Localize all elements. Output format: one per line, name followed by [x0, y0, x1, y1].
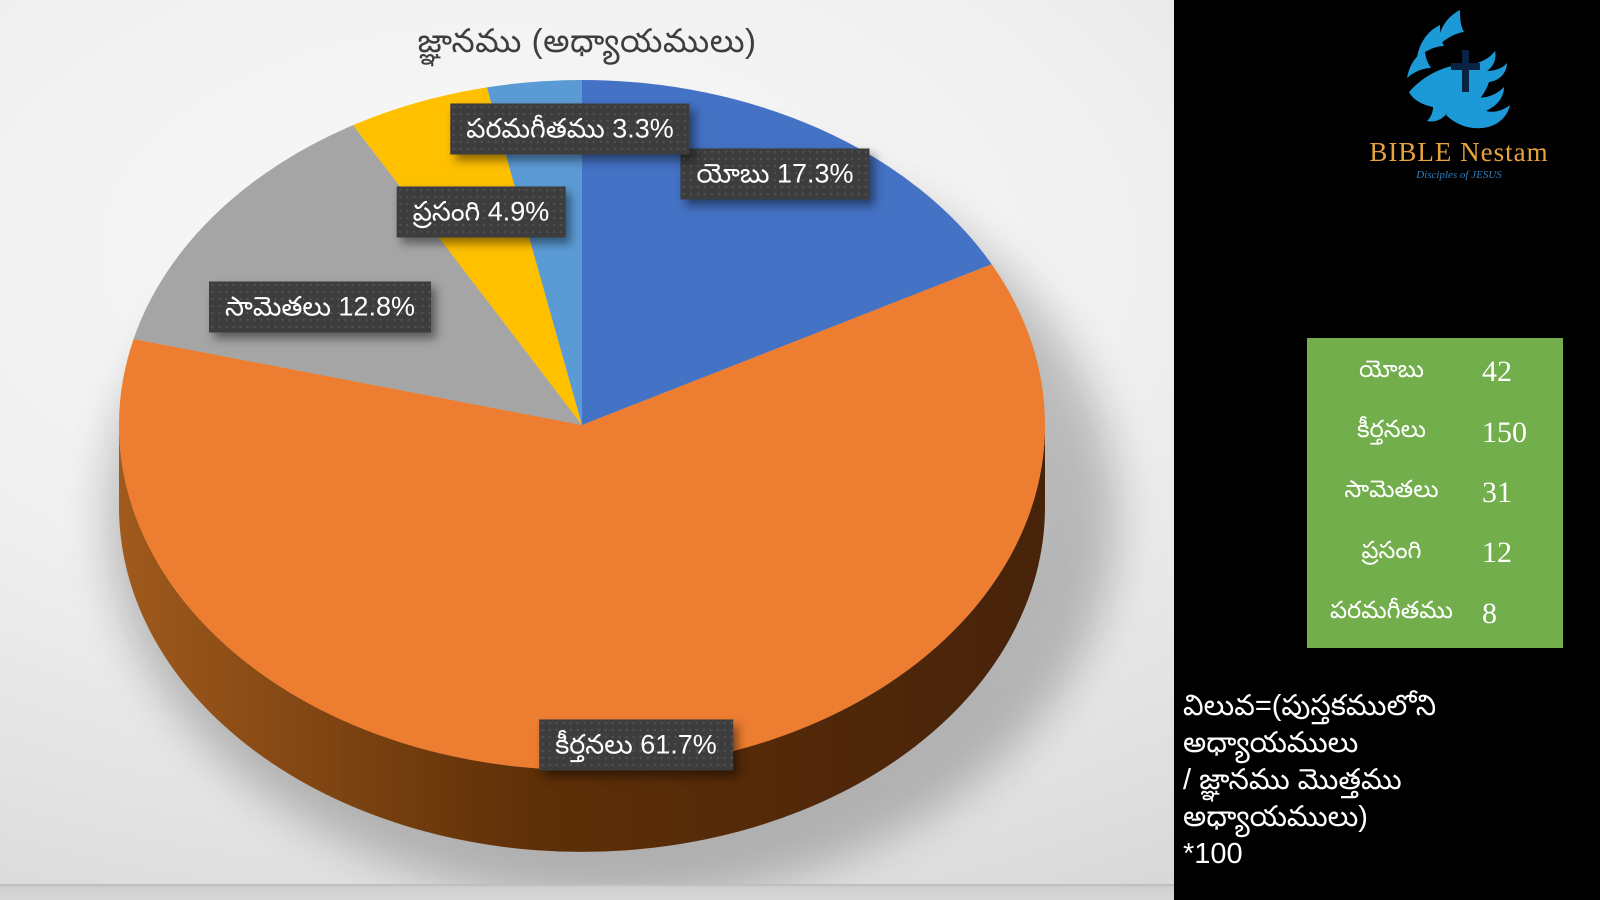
- pie-rim: [119, 425, 1045, 852]
- book-name-cell: కీర్తనలు: [1357, 416, 1426, 444]
- sidebar: BIBLE Nestam Disciples of JESUS యోబు 42 కీ…: [1174, 0, 1600, 900]
- logo-title: BIBLE Nestam: [1369, 137, 1549, 167]
- formula-note: విలువ=(పుస్తకములోని అధ్యాయములు / జ్ఞానము…: [1183, 690, 1437, 871]
- table-row: సామెతలు 31: [1307, 476, 1563, 510]
- hand-icon: [1446, 87, 1510, 129]
- table-row: పరమగీతము 8: [1307, 597, 1563, 631]
- table-row: యోబు 42: [1307, 355, 1563, 389]
- logo-subtitle: Disciples of JESUS: [1416, 169, 1502, 181]
- pie-data-label: పరమగీతము 3.3%: [450, 103, 690, 155]
- pie-slice-4: [353, 87, 582, 425]
- chapter-count-table: యోబు 42 కీర్తనలు 150 సామెతలు 31 ప్రసంగి 12 పరమగీ…: [1307, 338, 1563, 648]
- chart-area: జ్ఞానము (అధ్యాయములు) యోబు 17.3% కీర్తనలు …: [0, 0, 1174, 900]
- chart-title: జ్ఞానము (అధ్యాయములు): [417, 22, 757, 59]
- chapter-count-cell: 8: [1481, 596, 1497, 630]
- pie-slice-5: [486, 80, 582, 425]
- pie-data-label: కీర్తనలు 61.7%: [539, 719, 733, 771]
- book-name-cell: ప్రసంగి: [1361, 536, 1422, 564]
- pie-data-label: సామెతలు 12.8%: [209, 281, 431, 333]
- table-row: ప్రసంగి 12: [1307, 536, 1563, 570]
- chapter-count-cell: 31: [1481, 475, 1512, 509]
- pie-slice-2: [118, 264, 1046, 771]
- book-name-cell: సామెతలు: [1344, 476, 1439, 504]
- table-row: కీర్తనలు 150: [1307, 416, 1563, 450]
- dove-logo-icon: [1407, 10, 1510, 129]
- pie-slice-3: [133, 125, 583, 425]
- chapter-count-cell: 12: [1481, 536, 1512, 570]
- book-name-cell: యోబు: [1359, 355, 1424, 383]
- book-name-cell: పరమగీతము: [1329, 597, 1453, 625]
- dove-icon: [1407, 10, 1510, 129]
- pie-data-label: ప్రసంగి 4.9%: [396, 186, 566, 238]
- chapter-count-cell: 150: [1481, 415, 1527, 449]
- cross-icon: [1451, 50, 1480, 92]
- bible-nestam-logo: BIBLE Nestam Disciples of JESUS: [1334, 8, 1584, 181]
- pie-data-label: యోబు 17.3%: [680, 148, 870, 200]
- floor-edge: [0, 884, 1174, 900]
- chapter-count-cell: 42: [1481, 355, 1512, 389]
